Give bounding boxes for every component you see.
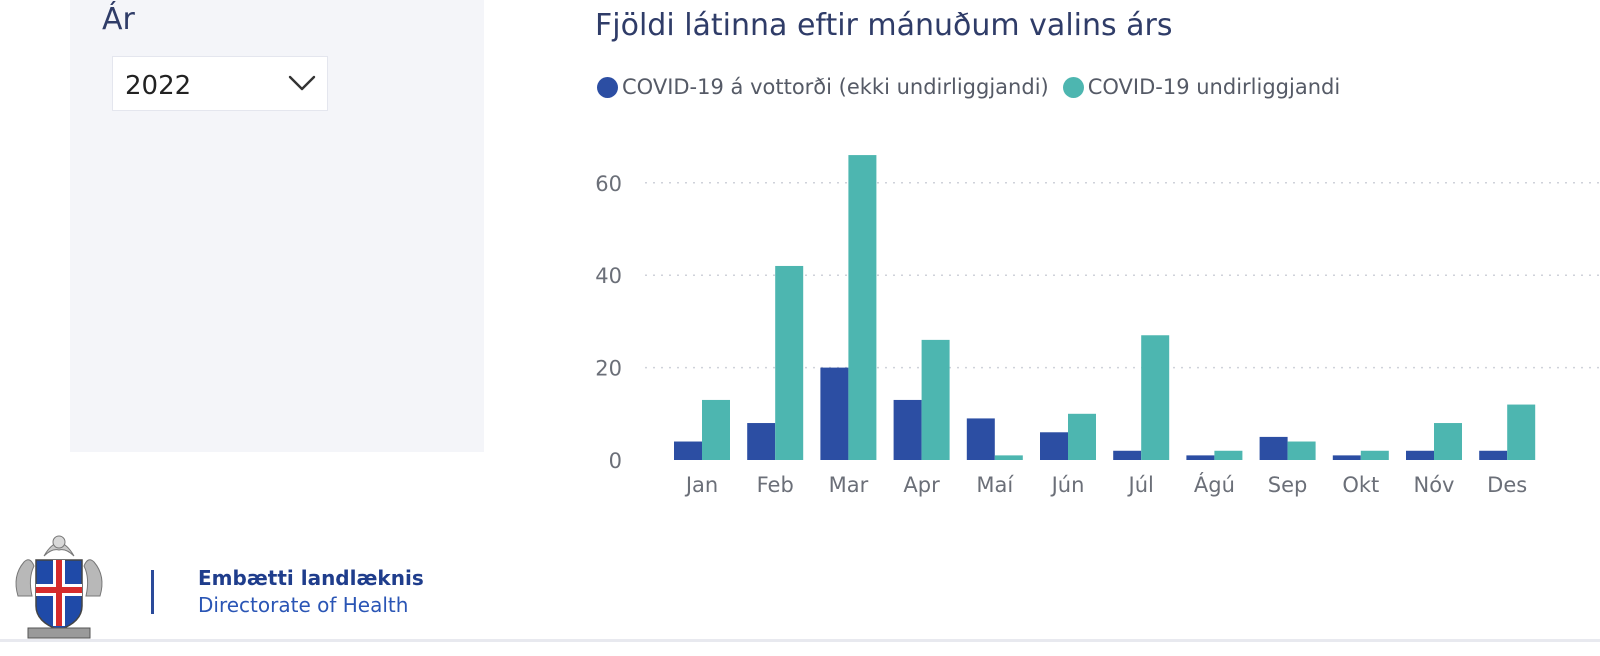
bar-series-1 (1113, 450, 1142, 460)
bar-series-1 (1186, 455, 1215, 460)
x-tick-label: Feb (757, 473, 794, 497)
bar-series-1 (1259, 436, 1288, 460)
x-tick-label: Maí (976, 473, 1014, 497)
x-tick-label: Ágú (1194, 472, 1235, 497)
x-tick-label: Okt (1342, 473, 1379, 497)
bar-series-2 (1434, 423, 1462, 460)
x-tick-label: Jún (1050, 473, 1085, 497)
bar-series-1 (1332, 455, 1361, 460)
coat-of-arms-logo (15, 535, 103, 639)
year-dropdown-value: 2022 (125, 71, 192, 101)
logo-divider (151, 570, 154, 614)
year-filter-panel: Ár 2022 (70, 0, 484, 452)
x-tick-label: Mar (829, 473, 869, 497)
bar-series-2 (1360, 450, 1389, 460)
year-filter-label: Ár (102, 2, 135, 37)
chart-legend: COVID-19 á vottorði (ekki undirliggjandi… (597, 72, 1354, 102)
x-tick-label: Des (1487, 473, 1527, 497)
bar-series-2 (921, 339, 950, 460)
bar-series-2 (1214, 450, 1243, 460)
bar-series-1 (1479, 450, 1508, 460)
y-tick-label: 60 (595, 172, 622, 196)
y-tick-label: 0 (609, 449, 622, 473)
legend-item-series-1[interactable]: COVID-19 á vottorði (ekki undirliggjandi… (597, 75, 1049, 99)
bar-series-2 (1507, 404, 1536, 460)
bar-series-2 (1141, 335, 1170, 460)
x-tick-label: Jan (684, 473, 718, 497)
bar-series-1 (747, 423, 776, 460)
x-tick-label: Nóv (1414, 473, 1455, 497)
bar-series-2 (848, 155, 877, 460)
org-name-icelandic: Embætti landlæknis (198, 566, 424, 590)
bar-series-2 (775, 265, 804, 460)
legend-item-series-2[interactable]: COVID-19 undirliggjandi (1062, 75, 1341, 99)
bar-series-1 (1406, 450, 1434, 460)
bar-series-2 (994, 455, 1023, 460)
deaths-by-month-chart: 0 20 40 60 Jan Feb Mar Apr Maí Jún Júl Ágú Sep Okt Nóv… (595, 155, 1600, 497)
x-tick-label: Sep (1268, 473, 1308, 497)
legend-label-series-1: COVID-19 á vottorði (ekki undirliggjandi… (622, 75, 1049, 99)
legend-marker-series-1 (597, 76, 618, 98)
org-name-english: Directorate of Health (198, 593, 409, 617)
year-dropdown[interactable]: 2022 (112, 56, 328, 111)
bar-series-2 (702, 399, 730, 460)
y-tick-label: 40 (595, 264, 622, 288)
bar-series-1 (674, 441, 702, 460)
chevron-down-icon (288, 75, 316, 91)
x-tick-label: Apr (903, 473, 940, 497)
bar-series-1 (1040, 432, 1068, 460)
bar-series-1 (893, 399, 922, 460)
bottom-divider (0, 639, 1600, 642)
bar-series-1 (966, 418, 995, 460)
bar-series-2 (1287, 441, 1316, 460)
x-tick-label: Júl (1127, 473, 1154, 497)
legend-label-series-2: COVID-19 undirliggjandi (1087, 75, 1341, 99)
y-tick-label: 20 (595, 357, 622, 381)
legend-marker-series-2 (1062, 76, 1084, 98)
bar-series-1 (820, 367, 849, 460)
chart-title: Fjöldi látinna eftir mánuðum valins árs (595, 8, 1173, 43)
bar-series-2 (1068, 413, 1096, 460)
